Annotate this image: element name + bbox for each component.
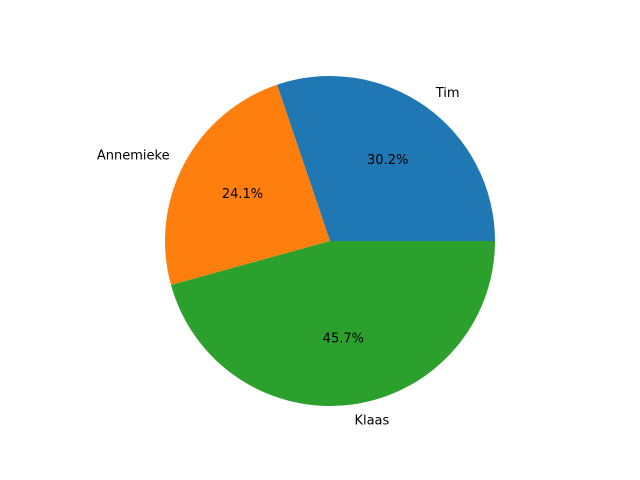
pie-labels: Tim 30.2% Annemieke 24.1% Klaas 45.7%	[97, 86, 460, 428]
pie-slice-klaas	[170, 241, 495, 406]
pie-slices	[165, 75, 495, 406]
percent-label-tim: 30.2%	[367, 153, 408, 168]
category-label-klaas: Klaas	[354, 413, 389, 428]
category-label-tim: Tim	[435, 86, 460, 101]
percent-label-annemieke: 24.1%	[222, 187, 263, 202]
category-label-annemieke: Annemieke	[97, 149, 170, 164]
pie-slice-tim	[277, 75, 495, 241]
pie-slice-annemieke	[165, 84, 330, 286]
percent-label-klaas: 45.7%	[323, 332, 364, 347]
